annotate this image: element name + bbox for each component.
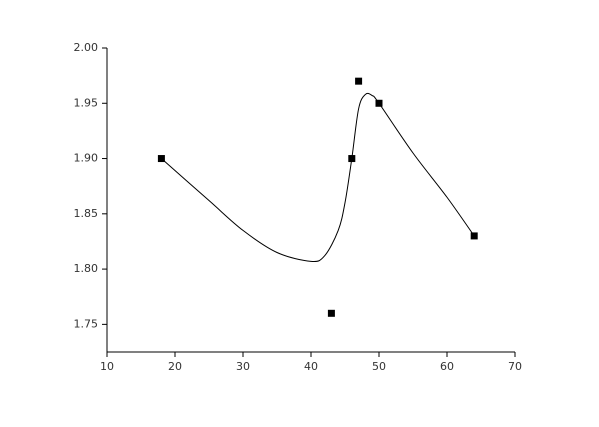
- x-tick-label: 70: [508, 360, 522, 373]
- x-tick-label: 10: [100, 360, 114, 373]
- data-point: [375, 99, 383, 107]
- x-tick-label: 60: [440, 360, 454, 373]
- y-tick-label: 2.00: [74, 41, 99, 54]
- data-point: [327, 309, 335, 317]
- x-tick-label: 30: [236, 360, 250, 373]
- data-point: [355, 77, 363, 85]
- data-point: [157, 155, 165, 163]
- y-tick-label: 1.90: [74, 152, 99, 165]
- x-tick-label: 50: [372, 360, 386, 373]
- data-point: [348, 155, 356, 163]
- y-tick-label: 1.80: [74, 262, 99, 275]
- y-tick-label: 1.75: [74, 317, 99, 330]
- x-tick-label: 40: [304, 360, 318, 373]
- data-point: [470, 232, 478, 240]
- x-tick-label: 20: [168, 360, 182, 373]
- fit-curve: [161, 92, 475, 262]
- y-tick-label: 1.85: [74, 207, 99, 220]
- y-tick-label: 1.95: [74, 96, 99, 109]
